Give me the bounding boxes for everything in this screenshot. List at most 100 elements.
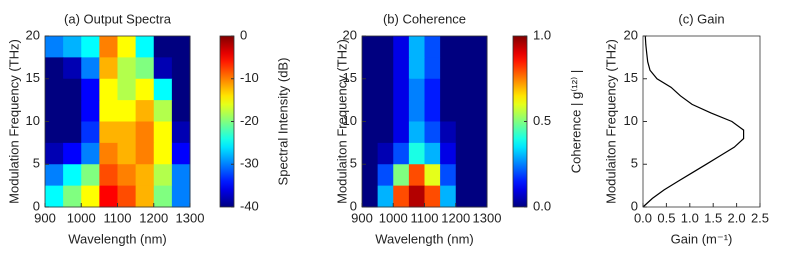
heatmap-cell bbox=[377, 185, 394, 208]
x-tick-label: 900 bbox=[34, 210, 56, 225]
heatmap-cell bbox=[81, 121, 100, 144]
heatmap-cell bbox=[377, 164, 394, 187]
colorbar-tick-label: -40 bbox=[240, 198, 259, 213]
heatmap-cell bbox=[81, 185, 100, 208]
heatmap-cell bbox=[171, 142, 191, 165]
y-axis-label: Modulaiton Frequency (THz) bbox=[603, 39, 618, 204]
colorbar-tick-label: 0.5 bbox=[533, 113, 551, 128]
colorbar-tick-label: 0.0 bbox=[533, 198, 551, 213]
heatmap-cell bbox=[171, 121, 191, 144]
heatmap-cell bbox=[171, 78, 191, 101]
heatmap-cell bbox=[117, 121, 137, 144]
y-tick-label: 20 bbox=[343, 27, 357, 42]
x-axis-label: Wavelength (nm) bbox=[375, 231, 474, 246]
heatmap-cell bbox=[440, 164, 457, 187]
y-tick-label: 15 bbox=[343, 70, 357, 85]
heatmap-cell bbox=[63, 164, 82, 187]
heatmap-cell bbox=[135, 57, 155, 80]
heatmap-cell bbox=[63, 57, 82, 80]
heatmap-cell bbox=[135, 100, 155, 122]
x-tick-label: 0.0 bbox=[634, 210, 652, 225]
heatmap-cell bbox=[153, 100, 173, 122]
heatmap-cell bbox=[362, 142, 379, 165]
heatmap-cell bbox=[135, 185, 155, 208]
heatmap-cell bbox=[45, 78, 64, 101]
chart-title: (c) Gain bbox=[678, 11, 724, 26]
y-tick-label: 5 bbox=[350, 156, 357, 171]
y-tick-label: 0 bbox=[350, 198, 357, 213]
y-tick-label: 20 bbox=[624, 27, 638, 42]
heatmap-cell bbox=[408, 78, 425, 101]
heatmap-cell bbox=[393, 36, 410, 58]
heatmap-cell bbox=[81, 142, 100, 165]
y-tick-label: 5 bbox=[33, 156, 40, 171]
heatmap-cell bbox=[135, 121, 155, 144]
heatmap-cell bbox=[45, 185, 64, 208]
heatmap-cell bbox=[440, 57, 457, 80]
heatmap-cell bbox=[455, 78, 472, 101]
heatmap-cell bbox=[362, 36, 379, 58]
x-tick-label: 1100 bbox=[104, 210, 132, 225]
heatmap-cell bbox=[424, 100, 441, 122]
heatmap-cell bbox=[440, 185, 457, 208]
x-tick-label: 2.5 bbox=[751, 210, 769, 225]
heatmap-cell bbox=[99, 78, 118, 101]
heatmap-cell bbox=[117, 100, 137, 122]
heatmap-cell bbox=[81, 78, 100, 101]
heatmap-cell bbox=[424, 57, 441, 80]
heatmap-cell bbox=[455, 185, 472, 208]
heatmap-cell bbox=[153, 57, 173, 80]
heatmap-cell bbox=[135, 142, 155, 165]
x-tick-label: 1200 bbox=[139, 210, 168, 225]
plot-frame bbox=[642, 35, 761, 208]
heatmap-cell bbox=[440, 78, 457, 101]
heatmap-cell bbox=[45, 142, 64, 165]
y-tick-label: 15 bbox=[26, 70, 40, 85]
heatmap-cell bbox=[63, 142, 82, 165]
heatmap-cell bbox=[377, 121, 394, 144]
heatmap-cell bbox=[408, 185, 425, 208]
gain-curve bbox=[642, 35, 745, 208]
x-axis-label: Wavelength (nm) bbox=[68, 231, 167, 246]
colorbar-tick-label: 1.0 bbox=[533, 27, 551, 42]
heatmap-cell bbox=[471, 185, 488, 208]
heatmap-cell bbox=[393, 78, 410, 101]
x-tick-label: 1300 bbox=[176, 210, 205, 225]
heatmap-cell bbox=[153, 185, 173, 208]
heatmap-cell bbox=[440, 100, 457, 122]
heatmap-cell bbox=[424, 78, 441, 101]
y-tick-label: 0 bbox=[33, 198, 40, 213]
heatmap-cell bbox=[99, 100, 118, 122]
y-tick-label: 10 bbox=[624, 113, 638, 128]
colorbar-label: Spectral Intensity (dB) bbox=[275, 58, 290, 186]
heatmap-cell bbox=[377, 36, 394, 58]
heatmap-cell bbox=[45, 57, 64, 80]
heatmap-cell bbox=[45, 121, 64, 144]
heatmap-cell bbox=[393, 57, 410, 80]
heatmap-cell bbox=[362, 57, 379, 80]
heatmap-cell bbox=[408, 100, 425, 122]
heatmap-cell bbox=[153, 78, 173, 101]
heatmap-cell bbox=[117, 185, 137, 208]
heatmap-cell bbox=[171, 36, 191, 58]
heatmap-cell bbox=[440, 121, 457, 144]
x-axis-label: Gain (m⁻¹) bbox=[671, 231, 733, 246]
y-tick-label: 10 bbox=[343, 113, 357, 128]
heatmap-cell bbox=[99, 121, 118, 144]
heatmap-cell bbox=[153, 121, 173, 144]
heatmap-cell bbox=[153, 164, 173, 187]
heatmap-cell bbox=[99, 185, 118, 208]
heatmap-cell bbox=[171, 185, 191, 208]
heatmap-cell bbox=[63, 100, 82, 122]
colorbar-tick-label: -10 bbox=[240, 70, 259, 85]
x-tick-label: 1300 bbox=[473, 210, 502, 225]
x-tick-label: 1.0 bbox=[681, 210, 699, 225]
y-tick-label: 20 bbox=[26, 27, 40, 42]
colorbar-tick-label: -30 bbox=[240, 156, 259, 171]
heatmap-cell bbox=[117, 142, 137, 165]
heatmap-cell bbox=[455, 36, 472, 58]
colorbar-tick-label: -20 bbox=[240, 113, 259, 128]
y-tick-label: 10 bbox=[26, 113, 40, 128]
heatmap-cell bbox=[408, 121, 425, 144]
